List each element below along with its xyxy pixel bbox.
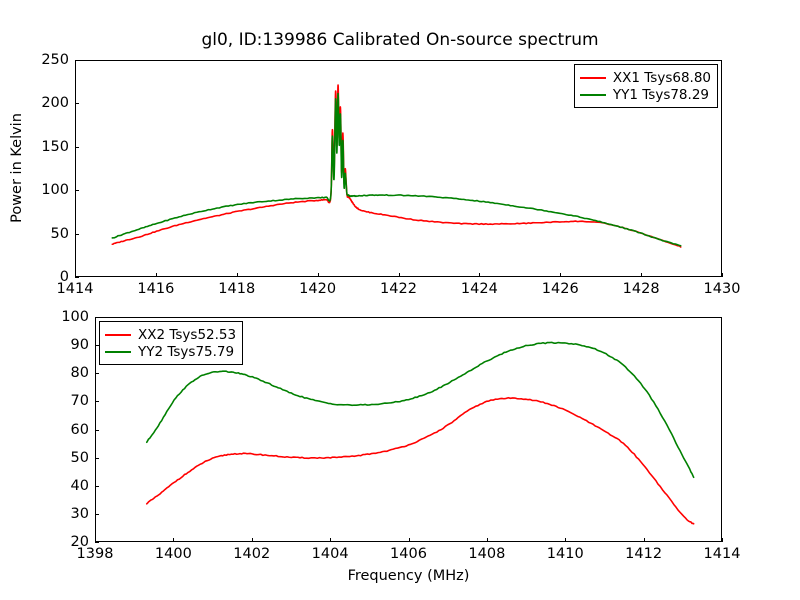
- legend-entry-label: YY1 Tsys78.29: [612, 86, 709, 103]
- y-tick-label: 90: [70, 337, 89, 354]
- y-tick-label: 80: [70, 365, 89, 382]
- x-tick-mark: [173, 538, 174, 542]
- y-tick-label: 70: [70, 393, 89, 410]
- y-tick-label: 20: [70, 534, 89, 550]
- y-tick-label: 100: [61, 309, 89, 325]
- x-tick-label: 1426: [541, 281, 579, 297]
- x-tick-mark: [644, 538, 645, 542]
- bottom-panel-x-axis-label: Frequency (MHz): [347, 568, 470, 584]
- y-tick-mark: [95, 373, 99, 374]
- x-tick-label: 1428: [622, 281, 660, 297]
- x-tick-mark: [722, 273, 723, 277]
- y-tick-label: 50: [70, 449, 89, 466]
- top-panel-plot-area: [111, 84, 682, 248]
- x-tick-mark: [75, 273, 76, 277]
- y-tick-mark: [75, 147, 79, 148]
- legend-color-swatch: [105, 333, 131, 336]
- legend-entry-label: XX2 Tsys52.53: [138, 326, 237, 343]
- x-tick-label: 1424: [460, 281, 498, 297]
- x-tick-mark: [641, 273, 642, 277]
- y-tick-label: 200: [41, 95, 69, 112]
- legend-entry-label: XX1 Tsys68.80: [612, 69, 711, 86]
- x-tick-mark: [560, 273, 561, 277]
- y-tick-label: 150: [41, 138, 69, 155]
- x-tick-mark: [565, 538, 566, 542]
- x-tick-mark: [252, 538, 253, 542]
- y-tick-label: 100: [41, 182, 69, 199]
- y-tick-mark: [75, 277, 79, 278]
- x-tick-label: 1414: [703, 546, 741, 562]
- top-panel-legend: XX1 Tsys68.80 YY1 Tsys78.29: [573, 64, 718, 108]
- x-tick-label: 1412: [625, 546, 663, 562]
- x-tick-label: 1400: [154, 546, 192, 562]
- y-tick-mark: [75, 60, 79, 61]
- top-legend-entry: YY1 Tsys78.29: [579, 86, 711, 103]
- x-tick-label: 1430: [703, 281, 741, 297]
- legend-entry-label: YY2 Tsys75.79: [138, 343, 235, 360]
- x-tick-mark: [487, 538, 488, 542]
- y-tick-mark: [75, 234, 79, 235]
- y-tick-mark: [75, 103, 79, 104]
- y-tick-label: 250: [41, 52, 69, 68]
- y-tick-mark: [95, 514, 99, 515]
- bottom-panel-axes: XX2 Tsys52.53 YY2 Tsys75.79: [95, 317, 722, 542]
- x-tick-label: 1410: [546, 546, 584, 562]
- bottom-legend-entry: XX2 Tsys52.53: [105, 326, 236, 343]
- y-tick-mark: [95, 486, 99, 487]
- page-title: gl0, ID:139986 Calibrated On-source spec…: [201, 30, 599, 50]
- x-tick-mark: [399, 273, 400, 277]
- top-legend-entry: XX1 Tsys68.80: [579, 69, 711, 86]
- y-tick-mark: [75, 190, 79, 191]
- legend-color-swatch: [105, 350, 131, 353]
- x-tick-label: 1420: [299, 281, 337, 297]
- y-tick-label: 50: [50, 225, 69, 242]
- x-tick-mark: [318, 273, 319, 277]
- x-tick-mark: [237, 273, 238, 277]
- y-tick-mark: [95, 458, 99, 459]
- series-line: [111, 84, 682, 248]
- x-tick-mark: [156, 273, 157, 277]
- x-tick-label: 1404: [311, 546, 349, 562]
- x-tick-mark: [479, 273, 480, 277]
- legend-color-swatch: [579, 76, 606, 79]
- x-tick-mark: [330, 538, 331, 542]
- y-tick-mark: [95, 542, 99, 543]
- x-tick-label: 1398: [76, 546, 114, 562]
- x-tick-label: 1408: [468, 546, 506, 562]
- x-tick-label: 1414: [56, 281, 94, 297]
- x-tick-label: 1406: [390, 546, 427, 562]
- series-line: [145, 341, 695, 479]
- x-tick-label: 1416: [137, 281, 175, 297]
- bottom-legend-entry: YY2 Tsys75.79: [105, 343, 236, 360]
- x-tick-mark: [409, 538, 410, 542]
- x-tick-label: 1422: [380, 281, 417, 297]
- x-tick-mark: [722, 538, 723, 542]
- y-tick-mark: [95, 317, 99, 318]
- series-line: [111, 92, 682, 247]
- top-panel-y-axis-label: Power in Kelvin: [9, 112, 25, 223]
- y-tick-mark: [95, 401, 99, 402]
- x-tick-mark: [95, 538, 96, 542]
- y-tick-label: 60: [70, 421, 89, 438]
- y-tick-mark: [95, 345, 99, 346]
- y-tick-label: 0: [59, 269, 69, 285]
- bottom-panel-plot-area: [145, 341, 695, 525]
- series-line: [145, 396, 695, 525]
- y-tick-label: 40: [70, 477, 89, 494]
- x-tick-label: 1402: [233, 546, 271, 562]
- y-tick-mark: [95, 430, 99, 431]
- y-tick-label: 30: [70, 505, 89, 522]
- legend-color-swatch: [579, 93, 606, 96]
- bottom-panel-legend: XX2 Tsys52.53 YY2 Tsys75.79: [99, 321, 244, 365]
- top-panel-axes: XX1 Tsys68.80 YY1 Tsys78.29: [75, 60, 722, 277]
- x-tick-label: 1418: [218, 281, 256, 297]
